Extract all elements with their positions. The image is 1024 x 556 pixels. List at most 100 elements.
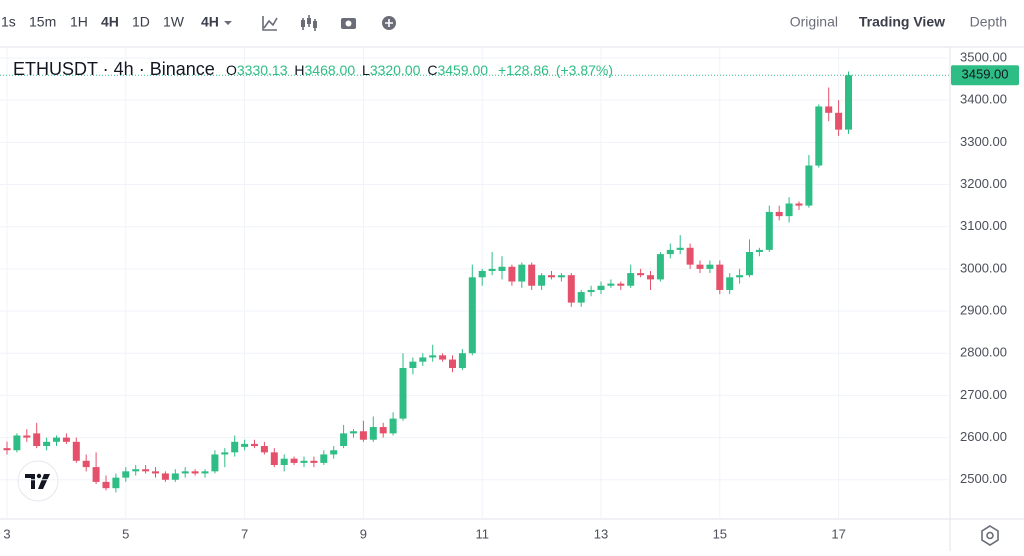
candle-body (666, 249, 674, 255)
last-price-label: 3459.00 (962, 67, 1009, 82)
candle-body (439, 355, 447, 360)
candle-body (795, 203, 803, 206)
candle-body (241, 443, 249, 447)
candle-body (706, 264, 714, 269)
legend-value: 3468.00 (305, 62, 356, 78)
candle-body (152, 471, 159, 474)
interval-button[interactable]: 1s (1, 14, 16, 30)
candle-body (191, 471, 199, 474)
candle-body (260, 446, 268, 453)
x-tick-label: 11 (475, 526, 489, 541)
legend-value: 3330.13 (237, 62, 288, 78)
candle-body (815, 106, 823, 166)
candle-body (518, 264, 526, 282)
candle-body (538, 275, 546, 286)
legend-change-pct: (+3.87%) (556, 62, 613, 78)
candle-body (379, 427, 387, 434)
tv-logo (17, 460, 59, 502)
candle-body (716, 264, 724, 290)
candle-body (3, 448, 11, 451)
candle-body (102, 481, 110, 489)
candle-body (300, 460, 308, 463)
candle-body (785, 203, 793, 217)
candle-body (310, 460, 318, 463)
candle-body (696, 264, 704, 269)
settings-icon[interactable] (981, 525, 999, 546)
candle-body (43, 441, 51, 447)
view-tab[interactable]: Depth (970, 14, 1007, 30)
candle-body (201, 471, 209, 474)
candle-body (567, 275, 575, 303)
candle-body (419, 357, 427, 362)
candle-body (686, 247, 694, 265)
candle-body (548, 275, 555, 278)
candle-body (320, 454, 328, 463)
candle-body (726, 277, 734, 290)
candle-body (656, 254, 664, 280)
interval-button[interactable]: 4H (101, 14, 119, 30)
candle-body (676, 247, 684, 250)
x-tick-label: 13 (594, 526, 608, 541)
legend-value: 3459.00 (437, 62, 488, 78)
candle-body (359, 431, 367, 440)
candle-body (132, 469, 140, 472)
candle-body (112, 477, 120, 489)
y-tick-label: 3200.00 (960, 176, 1007, 191)
dropdown-arrow[interactable] (224, 21, 232, 25)
line-chart-icon[interactable] (262, 16, 278, 31)
candle-body (845, 75, 852, 130)
candle-body (498, 266, 506, 271)
candle-body (577, 292, 585, 303)
view-tab-active[interactable]: Trading View (859, 14, 945, 30)
candle-body (231, 441, 239, 453)
candle-body (33, 433, 41, 447)
candle-body (62, 437, 70, 442)
candle-body (221, 452, 229, 455)
y-tick-label: 2500.00 (960, 471, 1007, 486)
y-tick-label: 3400.00 (960, 92, 1007, 107)
candle-body (142, 469, 150, 472)
y-tick-label: 3100.00 (960, 218, 1007, 233)
candle-body (468, 277, 476, 354)
candle-body (82, 460, 90, 468)
toolbar-icons (224, 15, 999, 546)
view-tab[interactable]: Original (790, 14, 838, 30)
interval-button[interactable]: 1D (132, 14, 150, 30)
candle-body (647, 275, 654, 280)
candle-body (478, 270, 486, 278)
legend-key: H (294, 62, 304, 78)
candle-body (746, 251, 753, 276)
candle-body (211, 454, 219, 472)
candle-body (13, 435, 21, 451)
candle-body (181, 471, 189, 474)
candle-body (340, 433, 348, 447)
candle-body (92, 467, 100, 482)
y-tick-label: 3300.00 (960, 134, 1007, 149)
candle-body (528, 264, 536, 286)
candle-body (607, 283, 615, 286)
candle-body (557, 275, 565, 278)
candle-body (389, 418, 397, 434)
plot-area (0, 47, 950, 519)
interval-button[interactable]: 1W (163, 14, 185, 30)
candle-body (835, 112, 843, 130)
x-tick-label: 9 (360, 526, 367, 541)
candle-body (171, 473, 179, 480)
y-tick-label: 2700.00 (960, 387, 1007, 402)
interval-menu[interactable]: 4H (201, 14, 219, 30)
y-tick-label: 2800.00 (960, 345, 1007, 360)
legend-key: O (226, 62, 237, 78)
chart-title: ETHUSDT · 4h · Binance (13, 59, 215, 79)
interval-button[interactable]: 1H (70, 14, 88, 30)
settings-icon-center (986, 531, 994, 540)
candle-body (280, 458, 288, 466)
candle-body (369, 427, 377, 440)
candle-body (350, 431, 357, 434)
candle-body (587, 289, 595, 293)
candle-body (23, 435, 31, 438)
logo-dot (36, 473, 42, 479)
candle-body (508, 266, 516, 282)
interval-button[interactable]: 15m (29, 14, 56, 30)
camera-lens (345, 20, 352, 27)
